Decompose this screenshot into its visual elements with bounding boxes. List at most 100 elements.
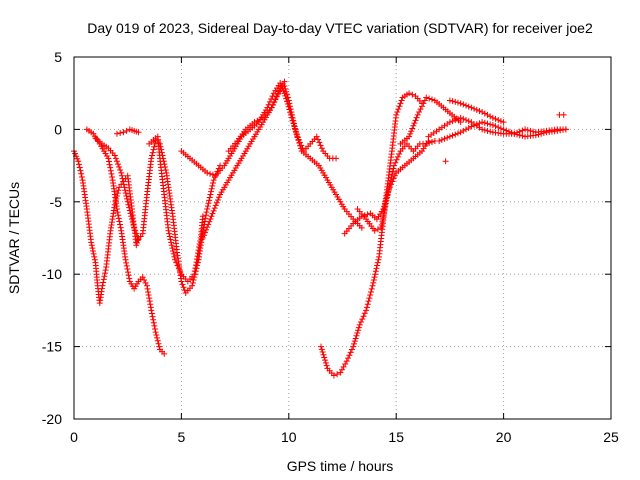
data-point-marker bbox=[393, 111, 400, 118]
data-point-marker bbox=[203, 226, 210, 233]
data-point-marker bbox=[106, 161, 113, 168]
data-point-marker bbox=[117, 130, 124, 137]
data-point-marker bbox=[209, 171, 216, 178]
data-point-marker bbox=[296, 139, 303, 146]
data-point-marker bbox=[175, 265, 182, 272]
data-point-marker bbox=[99, 282, 106, 289]
data-point-marker bbox=[449, 132, 456, 139]
y-tick-label: -5 bbox=[50, 194, 63, 210]
data-point-marker bbox=[91, 253, 98, 260]
data-point-marker bbox=[284, 101, 291, 108]
data-point-marker bbox=[129, 219, 136, 226]
data-point-marker bbox=[413, 114, 420, 121]
data-point-marker bbox=[471, 122, 478, 129]
data-point-marker bbox=[497, 118, 504, 125]
data-point-marker bbox=[168, 239, 175, 246]
data-point-marker bbox=[371, 274, 378, 281]
data-point-marker bbox=[495, 124, 502, 131]
data-point-marker bbox=[115, 212, 122, 219]
data-point-marker bbox=[355, 327, 362, 334]
data-point-marker bbox=[282, 85, 289, 92]
data-point-marker bbox=[148, 310, 155, 317]
data-point-marker bbox=[151, 143, 158, 150]
data-point-marker bbox=[471, 105, 478, 112]
x-axis-label: GPS time / hours bbox=[287, 458, 394, 474]
data-point-marker bbox=[189, 279, 196, 286]
data-point-marker bbox=[174, 262, 181, 269]
data-point-marker bbox=[76, 161, 83, 168]
data-point-marker bbox=[463, 116, 470, 123]
data-point-marker bbox=[141, 276, 148, 283]
data-point-marker bbox=[146, 295, 153, 302]
data-point-marker bbox=[313, 133, 320, 140]
data-point-marker bbox=[125, 201, 132, 208]
data-point-marker bbox=[111, 152, 118, 159]
data-point-marker bbox=[298, 142, 305, 149]
data-point-marker bbox=[468, 104, 475, 111]
data-point-marker bbox=[406, 133, 413, 140]
data-point-marker bbox=[406, 90, 413, 97]
data-point-marker bbox=[166, 233, 173, 240]
data-point-marker bbox=[323, 362, 330, 369]
data-point-marker bbox=[293, 130, 300, 137]
data-point-marker bbox=[436, 137, 443, 144]
data-point-marker bbox=[484, 120, 491, 127]
data-point-marker bbox=[147, 301, 154, 308]
data-point-marker bbox=[117, 224, 124, 231]
data-point-marker bbox=[372, 268, 379, 275]
data-point-marker bbox=[318, 346, 325, 353]
x-tick-label: 10 bbox=[281, 429, 297, 445]
data-point-marker bbox=[417, 106, 424, 113]
data-point-marker bbox=[128, 213, 135, 220]
data-point-marker bbox=[381, 209, 388, 216]
data-point-marker bbox=[149, 149, 156, 156]
data-point-marker bbox=[489, 114, 496, 121]
data-point-marker bbox=[410, 122, 417, 129]
data-point-marker bbox=[205, 200, 212, 207]
data-point-marker bbox=[204, 203, 211, 210]
data-point-marker bbox=[382, 203, 389, 210]
data-point-marker bbox=[500, 126, 507, 133]
data-point-marker bbox=[378, 221, 385, 228]
data-point-marker bbox=[492, 123, 499, 130]
series-trace-p bbox=[436, 119, 569, 144]
data-point-marker bbox=[375, 256, 382, 263]
data-point-marker bbox=[170, 250, 177, 257]
data-point-marker bbox=[271, 99, 278, 106]
data-point-marker bbox=[348, 346, 355, 353]
data-point-marker bbox=[396, 103, 403, 110]
data-point-marker bbox=[126, 207, 133, 214]
data-point-marker bbox=[452, 98, 459, 105]
data-point-marker bbox=[321, 354, 328, 361]
data-point-marker bbox=[287, 109, 294, 116]
data-point-marker bbox=[107, 167, 114, 174]
data-point-marker bbox=[212, 202, 219, 209]
data-point-marker bbox=[468, 123, 475, 130]
data-point-marker bbox=[352, 335, 359, 342]
data-point-marker bbox=[396, 151, 403, 158]
data-point-marker bbox=[454, 130, 461, 137]
data-point-marker bbox=[195, 250, 202, 257]
data-point-marker bbox=[368, 285, 375, 292]
data-point-marker bbox=[125, 272, 132, 279]
data-point-marker bbox=[381, 206, 388, 213]
data-point-marker bbox=[145, 292, 152, 299]
data-point-marker bbox=[101, 273, 108, 280]
data-point-marker bbox=[373, 265, 380, 272]
data-point-marker bbox=[489, 122, 496, 129]
data-point-marker bbox=[154, 337, 161, 344]
data-point-marker bbox=[538, 130, 545, 137]
data-point-marker bbox=[560, 111, 567, 118]
data-point-marker bbox=[388, 174, 395, 181]
data-point-marker bbox=[473, 121, 480, 128]
data-point-marker bbox=[444, 134, 451, 141]
data-point-marker bbox=[365, 298, 372, 305]
data-point-marker bbox=[387, 177, 394, 184]
data-point-marker bbox=[370, 279, 377, 286]
data-point-marker bbox=[135, 129, 142, 136]
data-point-marker bbox=[90, 250, 97, 257]
data-point-marker bbox=[393, 156, 400, 163]
data-point-marker bbox=[192, 265, 199, 272]
data-point-marker bbox=[398, 97, 405, 104]
series-trace-r bbox=[556, 111, 567, 118]
